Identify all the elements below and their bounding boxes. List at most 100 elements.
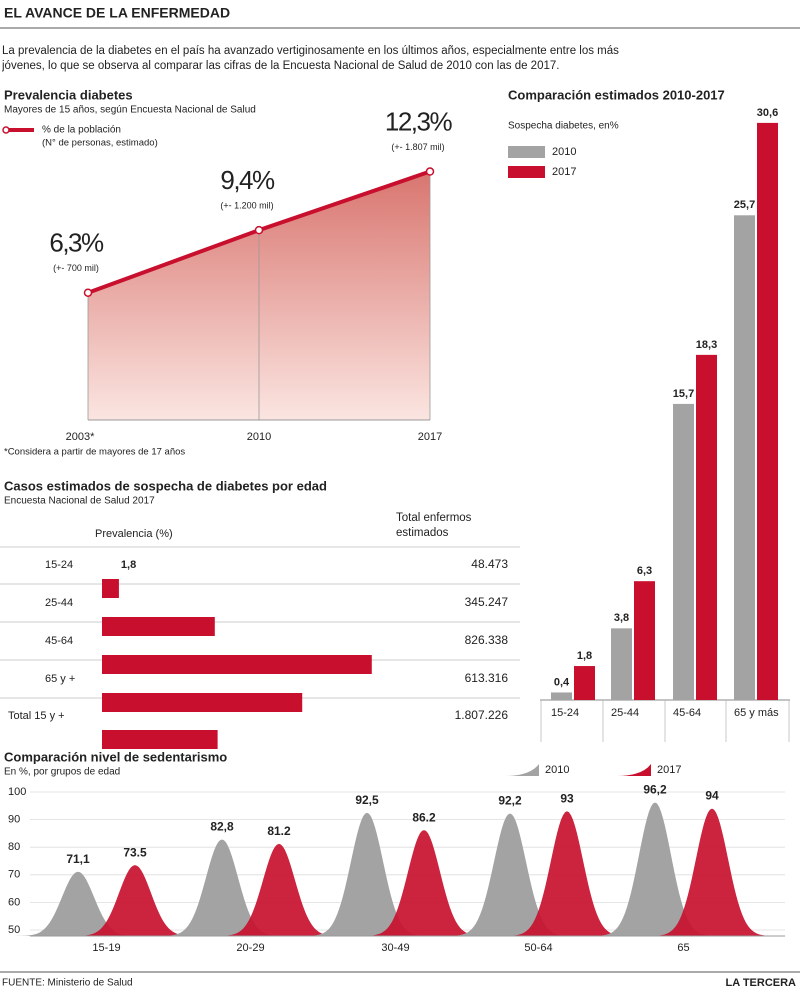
legend-swatch (617, 764, 651, 776)
column-header: Prevalencia (%) (95, 528, 173, 540)
point (425, 167, 435, 176)
peak (217, 843, 341, 936)
bar (102, 655, 372, 674)
peak (160, 839, 284, 936)
legend-note: (N° de personas, estimado) (42, 138, 158, 149)
row-total: 345.247 (465, 595, 509, 609)
bar (102, 579, 119, 598)
value-label: 9,4% (220, 165, 275, 195)
bar (696, 354, 717, 700)
value-label: 81.2 (267, 824, 291, 838)
bar (734, 215, 755, 700)
peak (362, 830, 486, 936)
peak (448, 813, 572, 936)
row-total: 826.338 (465, 633, 509, 647)
column-header-box: Total enfermos estimados (396, 512, 472, 539)
value-label: 6,3% (49, 228, 104, 258)
legend-swatch (508, 146, 545, 158)
y-tick-label: 50 (8, 924, 20, 936)
intro: La prevalencia de la diabetes en el país… (2, 45, 619, 72)
x-tick-label: 2010 (247, 431, 271, 443)
value-label: 15,7 (673, 388, 694, 400)
chart-subtitle: Encuesta Nacional de Salud 2017 (4, 496, 155, 507)
chart-title: Comparación estimados 2010-2017 (508, 87, 725, 102)
peak (16, 871, 140, 936)
chart-title: Casos estimados de sospecha de diabetes … (4, 478, 327, 493)
x-tick-label: 15-19 (92, 942, 120, 954)
value-label: 73.5 (123, 845, 147, 859)
chart-subtitle: Sospecha diabetes, en% (508, 121, 619, 132)
value-label: 25,7 (734, 199, 755, 211)
row-label: Total 15 y + (8, 710, 65, 722)
point (83, 288, 93, 297)
x-tick-label: 30-49 (381, 942, 409, 954)
row-total: 613.316 (465, 671, 509, 685)
x-tick-label: 45-64 (673, 707, 701, 719)
value-label: 1,8 (121, 559, 136, 571)
value-label: 18,3 (696, 339, 717, 351)
legend-label: 2010 (552, 146, 576, 158)
peak (305, 812, 429, 936)
y-tick-label: 90 (8, 814, 20, 826)
value-label: 82,8 (210, 820, 234, 834)
value-label: 86.2 (412, 810, 436, 824)
note: *Considera a partir de mayores de 17 año… (4, 447, 185, 458)
bar (102, 693, 303, 712)
value-label: 30,6 (757, 107, 778, 119)
x-tick-label: 15-24 (551, 707, 579, 719)
peak (650, 808, 774, 936)
chart-title: Prevalencia diabetes (4, 87, 133, 102)
value-label: 92,2 (498, 794, 522, 808)
value-label: 92,5 (355, 793, 379, 807)
x-tick-label: 65 (677, 942, 689, 954)
bar (673, 403, 694, 700)
chart-title: Comparación nivel de sedentarismo (4, 749, 227, 764)
legend-label: 2010 (545, 764, 569, 776)
legend-label: 2017 (657, 764, 681, 776)
value-label: 71,1 (66, 852, 90, 866)
value-label: 94 (705, 789, 719, 803)
bar (634, 581, 655, 700)
x-tick-label: 2017 (418, 431, 442, 443)
x-tick-label: 20-29 (236, 942, 264, 954)
brand: LA TERCERA (726, 977, 797, 989)
column-header: Total enfermos estimados (396, 512, 472, 539)
row-label: 65 y + (45, 673, 75, 685)
peak (505, 811, 629, 936)
legend-swatch (508, 166, 545, 178)
legend-label: % de la población (42, 125, 121, 136)
annotation: (+- 700 mil) (53, 263, 99, 273)
bar (102, 730, 218, 749)
row-label: 45-64 (45, 635, 73, 647)
annotation: (+- 1.807 mil) (391, 142, 444, 152)
x-tick-label: 2003* (66, 431, 95, 443)
x-tick-label: 50-64 (524, 942, 552, 954)
bar (574, 666, 595, 700)
bar (757, 122, 778, 700)
bar (611, 628, 632, 700)
value-label: 3,8 (614, 612, 629, 624)
bar (102, 617, 215, 636)
y-tick-label: 100 (8, 786, 26, 798)
point (254, 225, 264, 235)
source: FUENTE: Ministerio de Salud (2, 978, 133, 989)
row-total: 48.473 (471, 557, 508, 571)
x-tick-label: 25-44 (611, 707, 639, 719)
chart-subtitle: Mayores de 15 años, según Encuesta Nacio… (4, 105, 256, 116)
value-label: 1,8 (577, 650, 592, 662)
value-label: 6,3 (637, 565, 652, 577)
row-label: 15-24 (45, 559, 73, 571)
intro-box: La prevalencia de la diabetes en el país… (2, 45, 619, 72)
legend-swatch (505, 764, 539, 776)
value-label: 12,3% (385, 106, 453, 136)
value-label: 0,4 (554, 676, 570, 688)
y-tick-label: 80 (8, 841, 20, 853)
chart-subtitle: En %, por grupos de edad (4, 767, 120, 778)
value-label: 96,2 (643, 783, 667, 797)
page-title: EL AVANCE DE LA ENFERMEDAD (4, 5, 230, 21)
bar (551, 692, 572, 700)
y-tick-label: 60 (8, 896, 20, 908)
annotation: (+- 1.200 mil) (220, 200, 273, 210)
peak (73, 865, 197, 936)
